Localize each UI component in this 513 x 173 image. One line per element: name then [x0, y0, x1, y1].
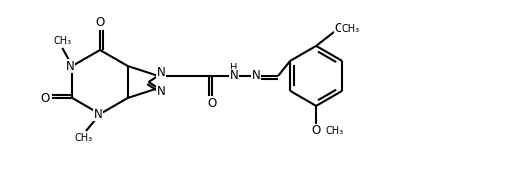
- Text: N: N: [230, 69, 239, 82]
- Text: CH₃: CH₃: [75, 133, 93, 143]
- Text: O: O: [311, 124, 321, 137]
- Text: CH₃: CH₃: [341, 24, 359, 34]
- Text: N: N: [157, 85, 166, 98]
- Text: CH₃: CH₃: [53, 36, 71, 46]
- Text: O: O: [41, 92, 50, 104]
- Text: CH₃: CH₃: [325, 126, 343, 136]
- Text: O: O: [95, 16, 105, 30]
- Text: N: N: [66, 60, 75, 72]
- Text: H: H: [230, 63, 238, 73]
- Text: O: O: [334, 22, 344, 35]
- Text: O: O: [208, 97, 217, 110]
- Text: N: N: [157, 66, 166, 79]
- Text: N: N: [252, 69, 261, 82]
- Text: N: N: [94, 107, 103, 121]
